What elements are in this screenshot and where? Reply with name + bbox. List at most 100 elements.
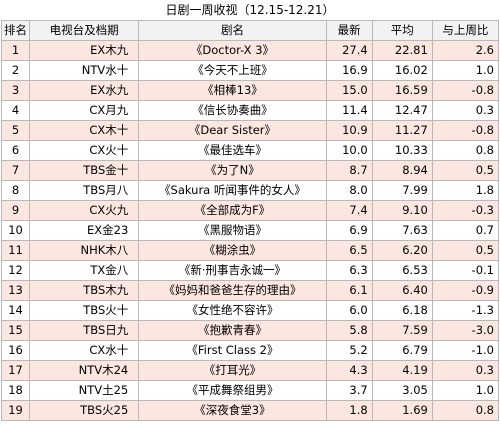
cell-slot: EX木九 [29, 40, 140, 61]
header-rank: 排名 [0, 20, 31, 41]
cell-rank: 17 [0, 360, 31, 381]
cell-change: -1.0 [431, 340, 500, 361]
cell-change: 1.0 [431, 380, 500, 401]
table-row: 4 CX月九 《信长协奏曲》 11.4 12.47 0.3 [0, 100, 500, 121]
cell-average: 4.19 [371, 360, 433, 381]
table-row: 3 EX水九 《相棒13》 15.0 16.59 -0.8 [0, 80, 500, 101]
cell-slot: NTV土25 [29, 380, 140, 401]
cell-rank: 11 [0, 240, 31, 261]
table-row: 2 NTV水十 《今天不上班》 16.9 16.02 1.0 [0, 60, 500, 81]
cell-rank: 10 [0, 220, 31, 241]
cell-drama: 《Sakura 听闻事件的女人》 [138, 180, 327, 201]
header-change: 与上周比 [431, 20, 500, 41]
cell-latest: 5.2 [325, 340, 373, 361]
table-row: 6 CX火十 《最佳选车》 10.0 10.33 0.8 [0, 140, 500, 161]
table-row: 8 TBS月八 《Sakura 听闻事件的女人》 8.0 7.99 1.8 [0, 180, 500, 201]
cell-average: 6.53 [371, 260, 433, 281]
cell-drama: 《女性绝不容许》 [138, 300, 327, 321]
cell-drama: 《全部成为F》 [138, 200, 327, 221]
cell-average: 10.33 [371, 140, 433, 161]
cell-drama: 《新·刑事吉永诚一》 [138, 260, 327, 281]
table-row: 10 EX金23 《黑服物语》 6.9 7.63 0.7 [0, 220, 500, 241]
cell-latest: 8.7 [325, 160, 373, 181]
table-row: 7 TBS金十 《为了N》 8.7 8.94 0.5 [0, 160, 500, 181]
cell-slot: CX木十 [29, 120, 140, 141]
cell-rank: 16 [0, 340, 31, 361]
cell-slot: TBS木九 [29, 280, 140, 301]
table-row: 12 TX金八 《新·刑事吉永诚一》 6.3 6.53 -0.1 [0, 260, 500, 281]
cell-slot: TX金八 [29, 260, 140, 281]
cell-drama: 《Doctor-X 3》 [138, 40, 327, 61]
cell-latest: 1.8 [325, 400, 373, 421]
table-row: 13 TBS木九 《妈妈和爸爸生存的理由》 6.1 6.40 -0.9 [0, 280, 500, 301]
header-average: 平均 [371, 20, 433, 41]
header-slot: 电视台及档期 [29, 20, 140, 41]
cell-slot: CX火九 [29, 200, 140, 221]
cell-average: 6.40 [371, 280, 433, 301]
table-row: 11 NHK木八 《糊涂虫》 6.5 6.20 0.5 [0, 240, 500, 261]
cell-change: 0.5 [431, 240, 500, 261]
cell-slot: EX金23 [29, 220, 140, 241]
cell-average: 22.81 [371, 40, 433, 61]
cell-drama: 《Dear Sister》 [138, 120, 327, 141]
cell-slot: TBS日九 [29, 320, 140, 341]
cell-drama: 《黑服物语》 [138, 220, 327, 241]
cell-latest: 7.4 [325, 200, 373, 221]
cell-slot: TBS火十 [29, 300, 140, 321]
cell-latest: 10.0 [325, 140, 373, 161]
cell-rank: 3 [0, 80, 31, 101]
cell-latest: 15.0 [325, 80, 373, 101]
table-row: 19 TBS火25 《深夜食堂3》 1.8 1.69 0.8 [0, 400, 500, 421]
cell-rank: 5 [0, 120, 31, 141]
cell-slot: TBS火25 [29, 400, 140, 421]
cell-change: -0.8 [431, 80, 500, 101]
cell-average: 8.94 [371, 160, 433, 181]
table-row: 15 TBS日九 《抱歉青春》 5.8 7.59 -3.0 [0, 320, 500, 341]
table-row: 14 TBS火十 《女性绝不容许》 6.0 6.18 -1.3 [0, 300, 500, 321]
cell-slot: EX水九 [29, 80, 140, 101]
cell-slot: NHK木八 [29, 240, 140, 261]
cell-average: 16.02 [371, 60, 433, 81]
cell-latest: 27.4 [325, 40, 373, 61]
cell-change: -0.9 [431, 280, 500, 301]
cell-rank: 13 [0, 280, 31, 301]
cell-change: 0.3 [431, 360, 500, 381]
cell-latest: 11.4 [325, 100, 373, 121]
cell-slot: CX水十 [29, 340, 140, 361]
cell-change: 1.0 [431, 60, 500, 81]
cell-average: 7.99 [371, 180, 433, 201]
cell-drama: 《相棒13》 [138, 80, 327, 101]
table-row: 5 CX木十 《Dear Sister》 10.9 11.27 -0.8 [0, 120, 500, 141]
cell-average: 16.59 [371, 80, 433, 101]
cell-rank: 18 [0, 380, 31, 401]
cell-average: 6.20 [371, 240, 433, 261]
cell-drama: 《糊涂虫》 [138, 240, 327, 261]
cell-slot: NTV木24 [29, 360, 140, 381]
header-latest: 最新 [325, 20, 373, 41]
table-body: 1 EX木九 《Doctor-X 3》 27.4 22.81 2.6 2 NTV… [0, 40, 500, 421]
table-row: 1 EX木九 《Doctor-X 3》 27.4 22.81 2.6 [0, 40, 500, 61]
cell-slot: CX月九 [29, 100, 140, 121]
cell-latest: 6.0 [325, 300, 373, 321]
cell-rank: 19 [0, 400, 31, 421]
cell-average: 3.05 [371, 380, 433, 401]
cell-rank: 12 [0, 260, 31, 281]
cell-latest: 4.3 [325, 360, 373, 381]
cell-latest: 5.8 [325, 320, 373, 341]
cell-latest: 16.9 [325, 60, 373, 81]
cell-latest: 6.5 [325, 240, 373, 261]
cell-average: 12.47 [371, 100, 433, 121]
cell-drama: 《First Class 2》 [138, 340, 327, 361]
cell-rank: 8 [0, 180, 31, 201]
cell-change: -0.8 [431, 120, 500, 141]
cell-change: 0.7 [431, 220, 500, 241]
cell-slot: TBS金十 [29, 160, 140, 181]
cell-rank: 6 [0, 140, 31, 161]
cell-latest: 3.7 [325, 380, 373, 401]
cell-change: -0.3 [431, 200, 500, 221]
cell-average: 11.27 [371, 120, 433, 141]
cell-change: -1.3 [431, 300, 500, 321]
cell-rank: 7 [0, 160, 31, 181]
cell-rank: 14 [0, 300, 31, 321]
